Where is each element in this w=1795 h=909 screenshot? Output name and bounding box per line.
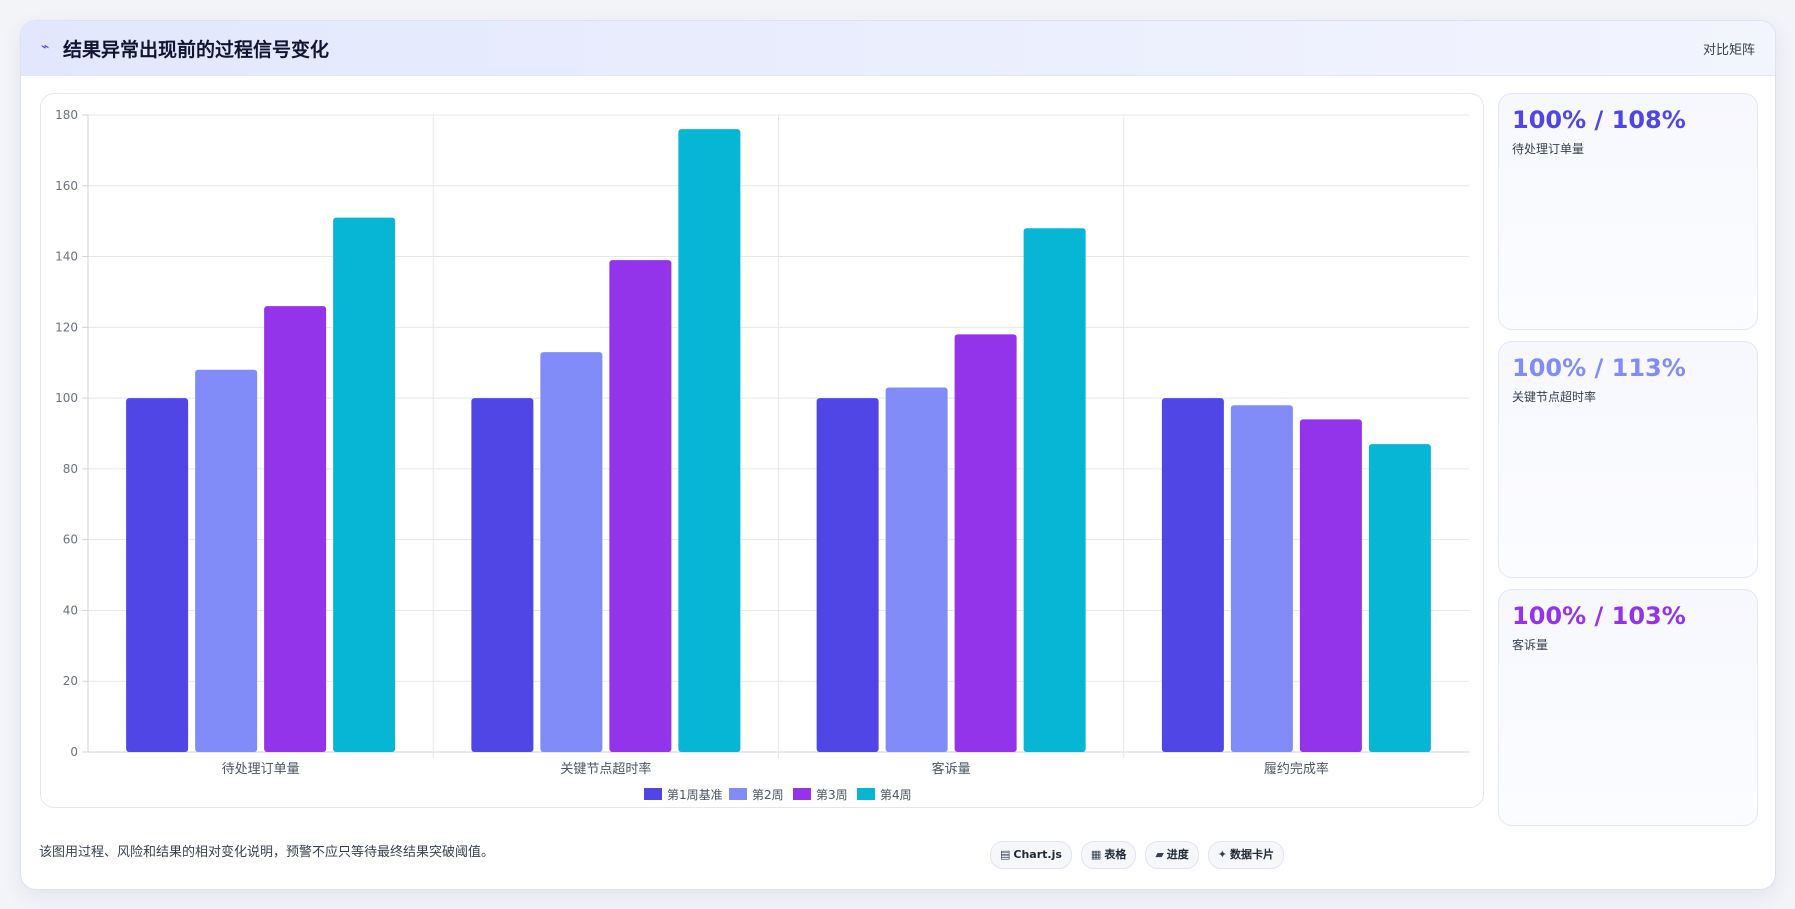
kpi-card-3: 100% / 103% 客诉量 [1498,589,1758,826]
x-tick-label: 待处理订单量 [222,762,300,777]
bar [678,129,741,753]
legend-swatch [729,788,747,800]
bar [954,334,1017,752]
bar [885,387,948,752]
progress-icon: ▰ [1155,848,1164,861]
bar-chart: 0 20 40 60 80 100 120 140 160 180 待处理订单量 关键节点超时率 客诉量… [55,108,1469,802]
y-tick-label: 40 [63,603,78,617]
view-switcher: ▤ Chart.js ▦ 表格 ▰ 进度 ✦ 数据卡片 [990,841,1285,869]
pill-label: Chart.js [1013,848,1062,861]
bar [1023,228,1086,752]
y-tick-label: 100 [55,391,78,405]
kpi-card-1: 100% / 108% 待处理订单量 [1498,93,1758,330]
bar [1368,444,1431,752]
y-tick-label: 80 [63,462,78,476]
pill-chartjs[interactable]: ▤ Chart.js [990,841,1072,869]
bar [816,398,879,752]
legend-label: 第1周基准 [667,788,723,802]
pill-label: 数据卡片 [1230,848,1275,861]
y-tick-label: 60 [63,533,78,547]
bar [126,398,189,752]
y-tick-label: 140 [55,250,78,264]
x-tick-label: 关键节点超时率 [560,761,651,777]
card-header: ⌁ 结果异常出现前的过程信号变化 对比矩阵 [21,21,1775,76]
bar [264,306,327,752]
kpi-value: 100% / 108% [1512,106,1686,134]
comparison-matrix-label: 对比矩阵 [1702,43,1755,58]
kpi-value: 100% / 113% [1512,354,1686,382]
bar [1299,419,1362,752]
bar [540,352,603,752]
kpi-card-2: 100% / 113% 关键节点超时率 [1498,341,1758,578]
bar [195,369,258,752]
y-tick-label: 120 [55,320,78,334]
kpi-label: 关键节点超时率 [1512,390,1597,404]
legend-label: 第4周 [880,788,912,802]
kpi-label: 客诉量 [1512,638,1549,652]
pill-label: 表格 [1104,848,1127,861]
legend-swatch [793,788,811,800]
card-icon: ✦ [1217,848,1228,861]
table-icon: ▦ [1090,848,1102,861]
x-tick-label: 客诉量 [932,761,971,777]
kpi-value: 100% / 103% [1512,602,1686,630]
dashboard-card: ⌁ 结果异常出现前的过程信号变化 对比矩阵 0 20 40 60 80 100 120 140… [20,20,1776,890]
y-tick-label: 180 [55,108,78,122]
bar [333,217,396,752]
legend-label: 第3周 [816,788,848,802]
pill-label: 进度 [1166,848,1189,861]
kpi-label: 待处理订单量 [1512,142,1585,156]
pill-progress[interactable]: ▰ 进度 [1145,841,1199,869]
bar [1230,405,1293,752]
bar [1161,398,1224,752]
y-tick-label: 160 [55,179,78,193]
x-tick-label: 履约完成率 [1264,761,1329,777]
bar [471,398,534,752]
legend-label: 第2周 [752,788,784,802]
chart-icon: ▤ [1000,848,1011,861]
legend-swatch [857,788,875,800]
page-title: 结果异常出现前的过程信号变化 [63,39,330,61]
y-tick-label: 0 [70,745,78,759]
bar [609,260,672,752]
chart-trend-icon: ⌁ [41,39,50,55]
y-tick-label: 20 [63,674,78,688]
footnote: 该图用过程、风险和结果的相对变化说明，预警不应只等待最终结果突破阈值。 [39,845,495,860]
pill-table[interactable]: ▦ 表格 [1080,841,1137,869]
legend-swatch [644,788,662,800]
pill-data-card[interactable]: ✦ 数据卡片 [1207,841,1285,869]
chart-panel: 0 20 40 60 80 100 120 140 160 180 待处理订单量 关键节点超时率 客诉量… [40,93,1484,808]
